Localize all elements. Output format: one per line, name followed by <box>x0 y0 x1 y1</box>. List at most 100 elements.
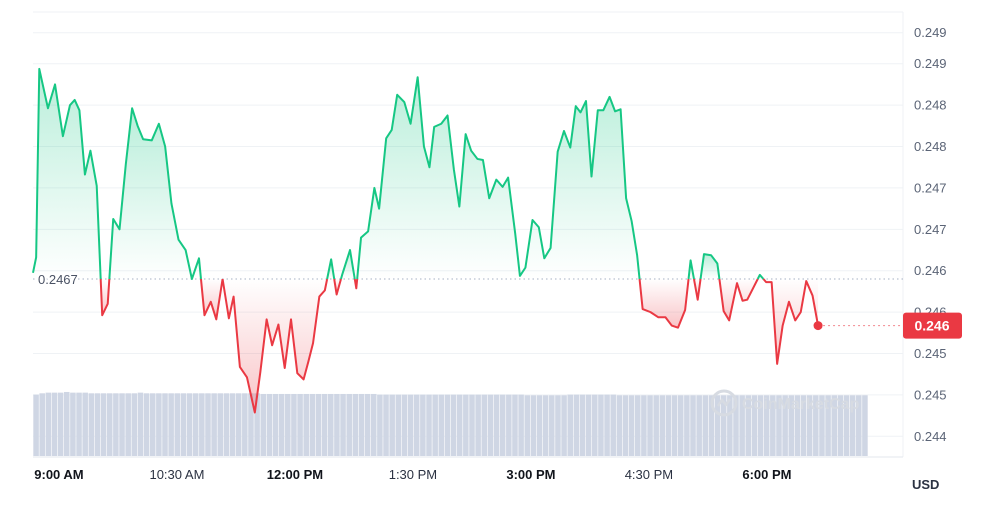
volume-bar <box>813 395 819 456</box>
price-line-down-segment <box>638 278 690 329</box>
volume-bar <box>180 393 187 456</box>
volume-bar <box>370 393 377 456</box>
volume-bar <box>573 394 580 456</box>
watermark: CoinMarketCap <box>710 389 860 417</box>
volume-bar <box>39 393 45 456</box>
volume-bar <box>45 392 52 456</box>
volume-bar <box>499 394 506 456</box>
area-below-reference <box>100 279 110 316</box>
volume-bar <box>524 395 531 456</box>
volume-bar <box>819 395 825 456</box>
volume-bar <box>76 392 82 456</box>
volume-bar <box>125 393 131 456</box>
volume-bar <box>211 393 217 456</box>
volume-bar <box>131 393 138 456</box>
volume-bar <box>555 395 561 456</box>
volume-bar <box>426 394 432 456</box>
volume-bar <box>217 393 224 456</box>
x-axis: 9:00 AM 10:30 AM 12:00 PM 1:30 PM 3:00 PM 4:3… <box>34 467 791 482</box>
price-line-down-segment <box>353 278 359 290</box>
current-price-badge-bg <box>903 312 962 339</box>
volume-bar <box>168 393 174 456</box>
y-tick-label: 0.245 <box>914 387 947 402</box>
reference-label: 0.2467 <box>38 272 78 287</box>
volume-bar <box>82 392 88 456</box>
volume-bar <box>536 395 543 456</box>
volume-bar <box>493 394 500 456</box>
volume-bar <box>223 393 230 456</box>
volume-bar <box>33 394 39 456</box>
volume-bar <box>377 394 383 456</box>
volume-bar <box>242 393 248 456</box>
volume-bar <box>315 393 322 456</box>
volume-bar <box>684 395 690 456</box>
volume-bar <box>776 395 782 456</box>
last-price-dot <box>813 321 823 331</box>
x-tick-label: 4:30 PM <box>625 467 673 482</box>
volume-bar <box>334 393 340 456</box>
volume-bar <box>395 394 402 456</box>
price-line-down-segment <box>333 278 342 296</box>
currency-unit-label: USD <box>912 477 939 492</box>
volume-bar <box>174 393 181 456</box>
volume-bar <box>598 394 604 456</box>
volume-bar <box>248 393 254 456</box>
y-tick-label: 0.248 <box>914 139 947 154</box>
volume-bar <box>383 394 389 456</box>
volume-bar <box>751 395 758 456</box>
volume-bar <box>456 394 463 456</box>
volume-bar <box>51 392 58 456</box>
volume-bar <box>561 395 567 456</box>
volume-bar <box>100 393 107 456</box>
volume-bar <box>714 395 721 456</box>
volume-bar <box>690 395 696 456</box>
price-line-down-segment <box>762 278 820 365</box>
volume-bar <box>192 393 199 456</box>
volume-bar <box>113 393 119 456</box>
volume-bar <box>837 395 844 456</box>
price-line-up-segment <box>687 259 695 280</box>
volume-bar <box>843 395 850 456</box>
volume-bar <box>475 394 481 456</box>
volume-bar <box>340 393 346 456</box>
volume-bar <box>235 393 242 456</box>
price-line-up-segment <box>340 249 356 280</box>
volume-bar <box>57 392 64 456</box>
volume-bar <box>831 395 838 456</box>
volume-bar <box>585 394 592 456</box>
volume-bar <box>352 393 359 456</box>
x-tick-label: 10:30 AM <box>149 467 204 482</box>
volume-bar <box>757 395 764 456</box>
volume-bar <box>401 394 408 456</box>
y-tick-label: 0.244 <box>914 429 947 444</box>
volume-bar <box>463 394 469 456</box>
volume-bar <box>186 393 193 456</box>
volume-bar <box>444 394 451 456</box>
volume-bar <box>512 394 518 456</box>
price-line-up-segment <box>326 258 336 280</box>
volume-bar <box>260 393 267 456</box>
volume-bar <box>653 395 659 456</box>
x-tick-label: 6:00 PM <box>742 467 791 482</box>
price-line-up-segment <box>32 67 102 280</box>
area-above-reference <box>109 108 201 280</box>
volume-bar <box>628 395 635 456</box>
volume-bar <box>291 393 297 456</box>
volume-bar <box>358 393 365 456</box>
volume-bar <box>156 393 162 456</box>
volume-bar <box>328 393 334 456</box>
volume-bar <box>542 395 549 456</box>
volume-bar <box>788 395 795 456</box>
price-line-up-segment <box>108 107 202 280</box>
volume-bar <box>450 394 457 456</box>
watermark-text: CoinMarketCap <box>742 396 860 413</box>
volume-bar <box>469 394 475 456</box>
area-above-reference <box>340 250 355 279</box>
volume-bar <box>506 394 512 456</box>
volume-bar <box>579 394 586 456</box>
volume-bar <box>432 394 438 456</box>
volume-bar <box>770 395 776 456</box>
price-line-down-segment <box>718 278 759 322</box>
